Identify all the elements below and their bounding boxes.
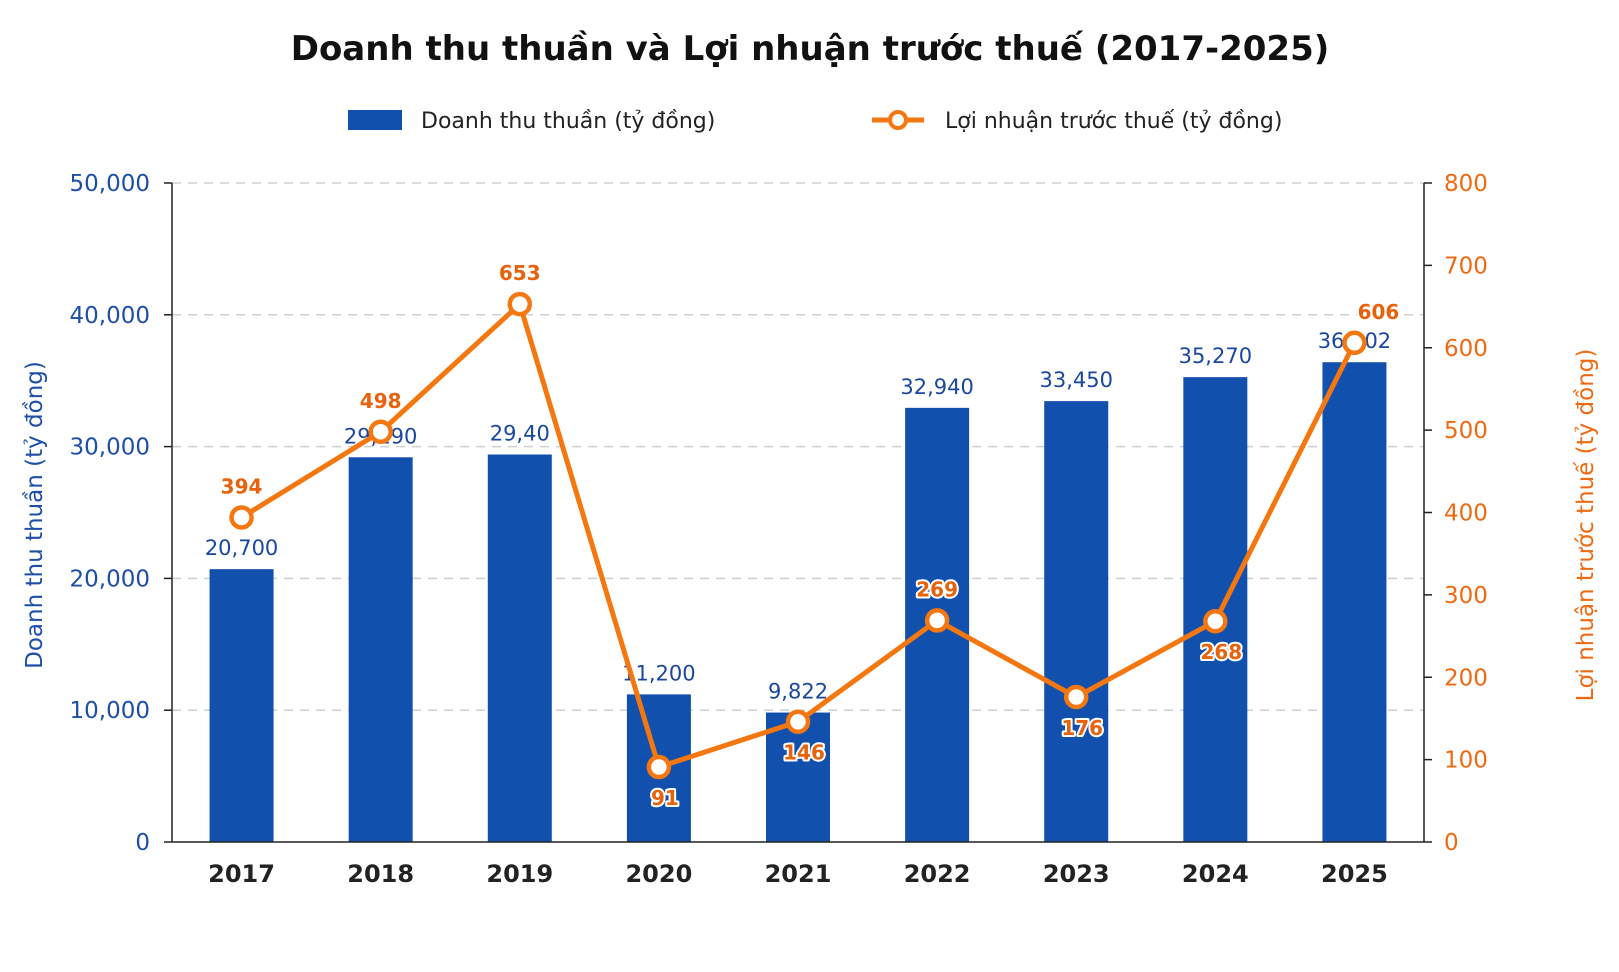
- bar-value-label: 33,450: [1039, 368, 1112, 392]
- profit-value-label: 498: [360, 389, 402, 413]
- profit-point-2018: [368, 419, 393, 445]
- right-tick-label: 500: [1444, 418, 1488, 444]
- profit-point-2022: [924, 608, 950, 633]
- x-tick-label: 2023: [1043, 860, 1110, 888]
- bar-labels: 20,70029,19029,4011,2009,82232,94033,450…: [205, 329, 1391, 703]
- bar-2019: [487, 454, 552, 842]
- left-tick-label: 20,000: [70, 566, 150, 592]
- line-labels: 394 498 653 91 146 269 176 268 606: [219, 259, 1402, 812]
- x-axis-ticks: 2017 2018 2019 2020 2021 2022 2023 2024 2025: [208, 860, 1388, 888]
- x-tick-label: 2018: [347, 860, 414, 888]
- left-axis-ticks: 0 10,000 20,000 30,000 40,000 50,000: [70, 171, 150, 856]
- left-tick-label: 50,000: [70, 171, 150, 197]
- legend-label-profit: Lợi nhuận trước thuế (tỷ đồng): [945, 109, 1282, 134]
- axes: [164, 182, 1432, 843]
- x-tick-label: 2020: [625, 860, 692, 888]
- profit-point-2023: [1063, 684, 1089, 710]
- bar-value-label: 29,40: [490, 422, 550, 446]
- right-tick-label: 100: [1444, 748, 1488, 774]
- profit-value-label: 268: [1200, 640, 1242, 664]
- right-tick-label: 600: [1444, 336, 1488, 362]
- chart-title: Doanh thu thuần và Lợi nhuận trước thuế …: [291, 29, 1330, 69]
- profit-value-label: 653: [499, 261, 541, 285]
- left-tick-label: 10,000: [70, 698, 150, 724]
- legend: Doanh thu thuần (tỷ đồng) Lợi nhuận trướ…: [348, 109, 1282, 134]
- x-tick-label: 2021: [765, 860, 832, 888]
- profit-value-label: 606: [1358, 300, 1400, 324]
- legend-swatch-profit-marker: [888, 110, 908, 130]
- bar-2017: [209, 569, 274, 842]
- x-tick-label: 2017: [208, 860, 275, 888]
- profit-point-2020: [646, 754, 672, 780]
- legend-swatch-revenue: [348, 110, 402, 130]
- bars: [209, 362, 1387, 842]
- profit-value-label: 176: [1061, 716, 1103, 740]
- x-tick-label: 2024: [1182, 860, 1249, 888]
- profit-point-2021: [785, 709, 811, 734]
- left-tick-label: 30,000: [70, 435, 150, 461]
- bar-value-label: 35,270: [1179, 344, 1252, 368]
- right-tick-label: 0: [1444, 830, 1459, 856]
- legend-label-revenue: Doanh thu thuần (tỷ đồng): [421, 109, 715, 134]
- x-tick-label: 2019: [486, 860, 553, 888]
- profit-point-2024: [1203, 608, 1228, 634]
- bar-2025: [1322, 362, 1387, 842]
- bar-value-label: 32,940: [900, 375, 973, 399]
- right-axis-ticks: 0 100 200 300 400 500 600 700 800: [1444, 171, 1488, 856]
- right-tick-label: 400: [1444, 501, 1488, 527]
- x-tick-label: 2022: [904, 860, 971, 888]
- bar-2023: [1044, 401, 1109, 842]
- profit-point-2025: [1342, 330, 1367, 356]
- profit-value-label: 394: [221, 474, 263, 498]
- right-tick-label: 700: [1444, 253, 1488, 279]
- profit-point-2017: [229, 505, 254, 530]
- profit-value-label: 146: [783, 741, 825, 765]
- left-axis-label: Doanh thu thuần (tỷ đồng): [22, 361, 48, 669]
- bar-value-label: 9,822: [768, 680, 828, 704]
- profit-point-2019: [507, 291, 533, 317]
- profit-value-label: 269: [916, 577, 958, 601]
- left-tick-label: 40,000: [70, 303, 150, 329]
- bar-2018: [348, 457, 413, 842]
- right-axis-label: Lợi nhuận trước thuế (tỷ đồng): [1573, 349, 1599, 702]
- right-tick-label: 300: [1444, 583, 1488, 609]
- profit-value-label: 91: [651, 786, 679, 810]
- profit-line: [229, 291, 1367, 780]
- bar-2021: [766, 712, 830, 842]
- right-tick-label: 200: [1444, 665, 1488, 691]
- right-tick-label: 800: [1444, 171, 1488, 197]
- left-tick-label: 0: [135, 830, 150, 856]
- bar-value-label: 20,700: [205, 536, 278, 560]
- x-tick-label: 2025: [1321, 860, 1388, 888]
